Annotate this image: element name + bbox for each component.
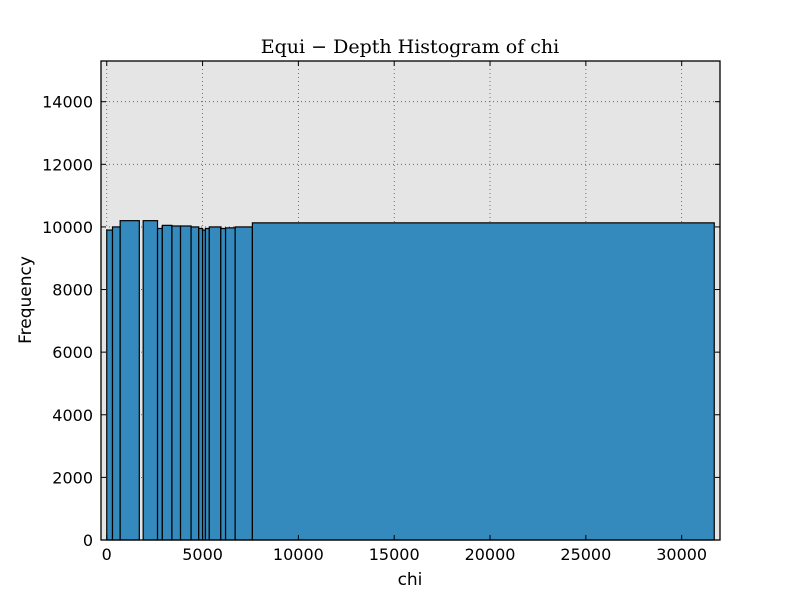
x-tick-label: 20000	[465, 545, 516, 564]
histogram-bar	[251, 222, 715, 541]
histogram-bar	[220, 227, 227, 541]
y-tick-label: 2000	[52, 468, 93, 487]
y-tick-label: 12000	[42, 155, 93, 174]
x-tick-label: 0	[102, 545, 112, 564]
histogram-bar	[106, 229, 114, 541]
histogram-bar	[224, 227, 236, 541]
y-axis-label: Frequency	[16, 256, 36, 344]
histogram-bar	[208, 226, 222, 541]
x-tick-label: 15000	[369, 545, 420, 564]
histogram-bar	[234, 226, 253, 541]
y-tick-label: 4000	[52, 406, 93, 425]
x-tick-label: 5000	[182, 545, 223, 564]
histogram-bar	[119, 220, 140, 541]
x-tick-label: 10000	[273, 545, 324, 564]
histogram-bar	[171, 225, 182, 541]
histogram-bar	[179, 225, 192, 541]
histogram-bar	[142, 220, 159, 541]
histogram-bar	[161, 224, 173, 541]
x-tick-label: 25000	[560, 545, 611, 564]
y-tick-labels: 0 2000 4000 6000 8000 10000 12000 14000	[42, 93, 93, 550]
x-tick-labels: 0 5000 10000 15000 20000 25000 30000	[102, 545, 707, 564]
histogram-bars	[106, 220, 715, 541]
y-tick-label: 10000	[42, 218, 93, 237]
y-tick-label: 14000	[42, 93, 93, 112]
chart-title: Equi − Depth Histogram of chi	[261, 36, 559, 58]
y-tick-label: 8000	[52, 281, 93, 300]
histogram-bar	[156, 227, 163, 541]
axis-ticks	[101, 61, 720, 541]
histogram-bar	[111, 226, 121, 541]
x-tick-label: 30000	[656, 545, 707, 564]
x-axis-label: chi	[398, 570, 423, 590]
histogram-bar	[190, 226, 200, 541]
y-tick-label: 0	[83, 531, 93, 550]
y-tick-label: 6000	[52, 343, 93, 362]
plot-frame	[100, 60, 721, 541]
